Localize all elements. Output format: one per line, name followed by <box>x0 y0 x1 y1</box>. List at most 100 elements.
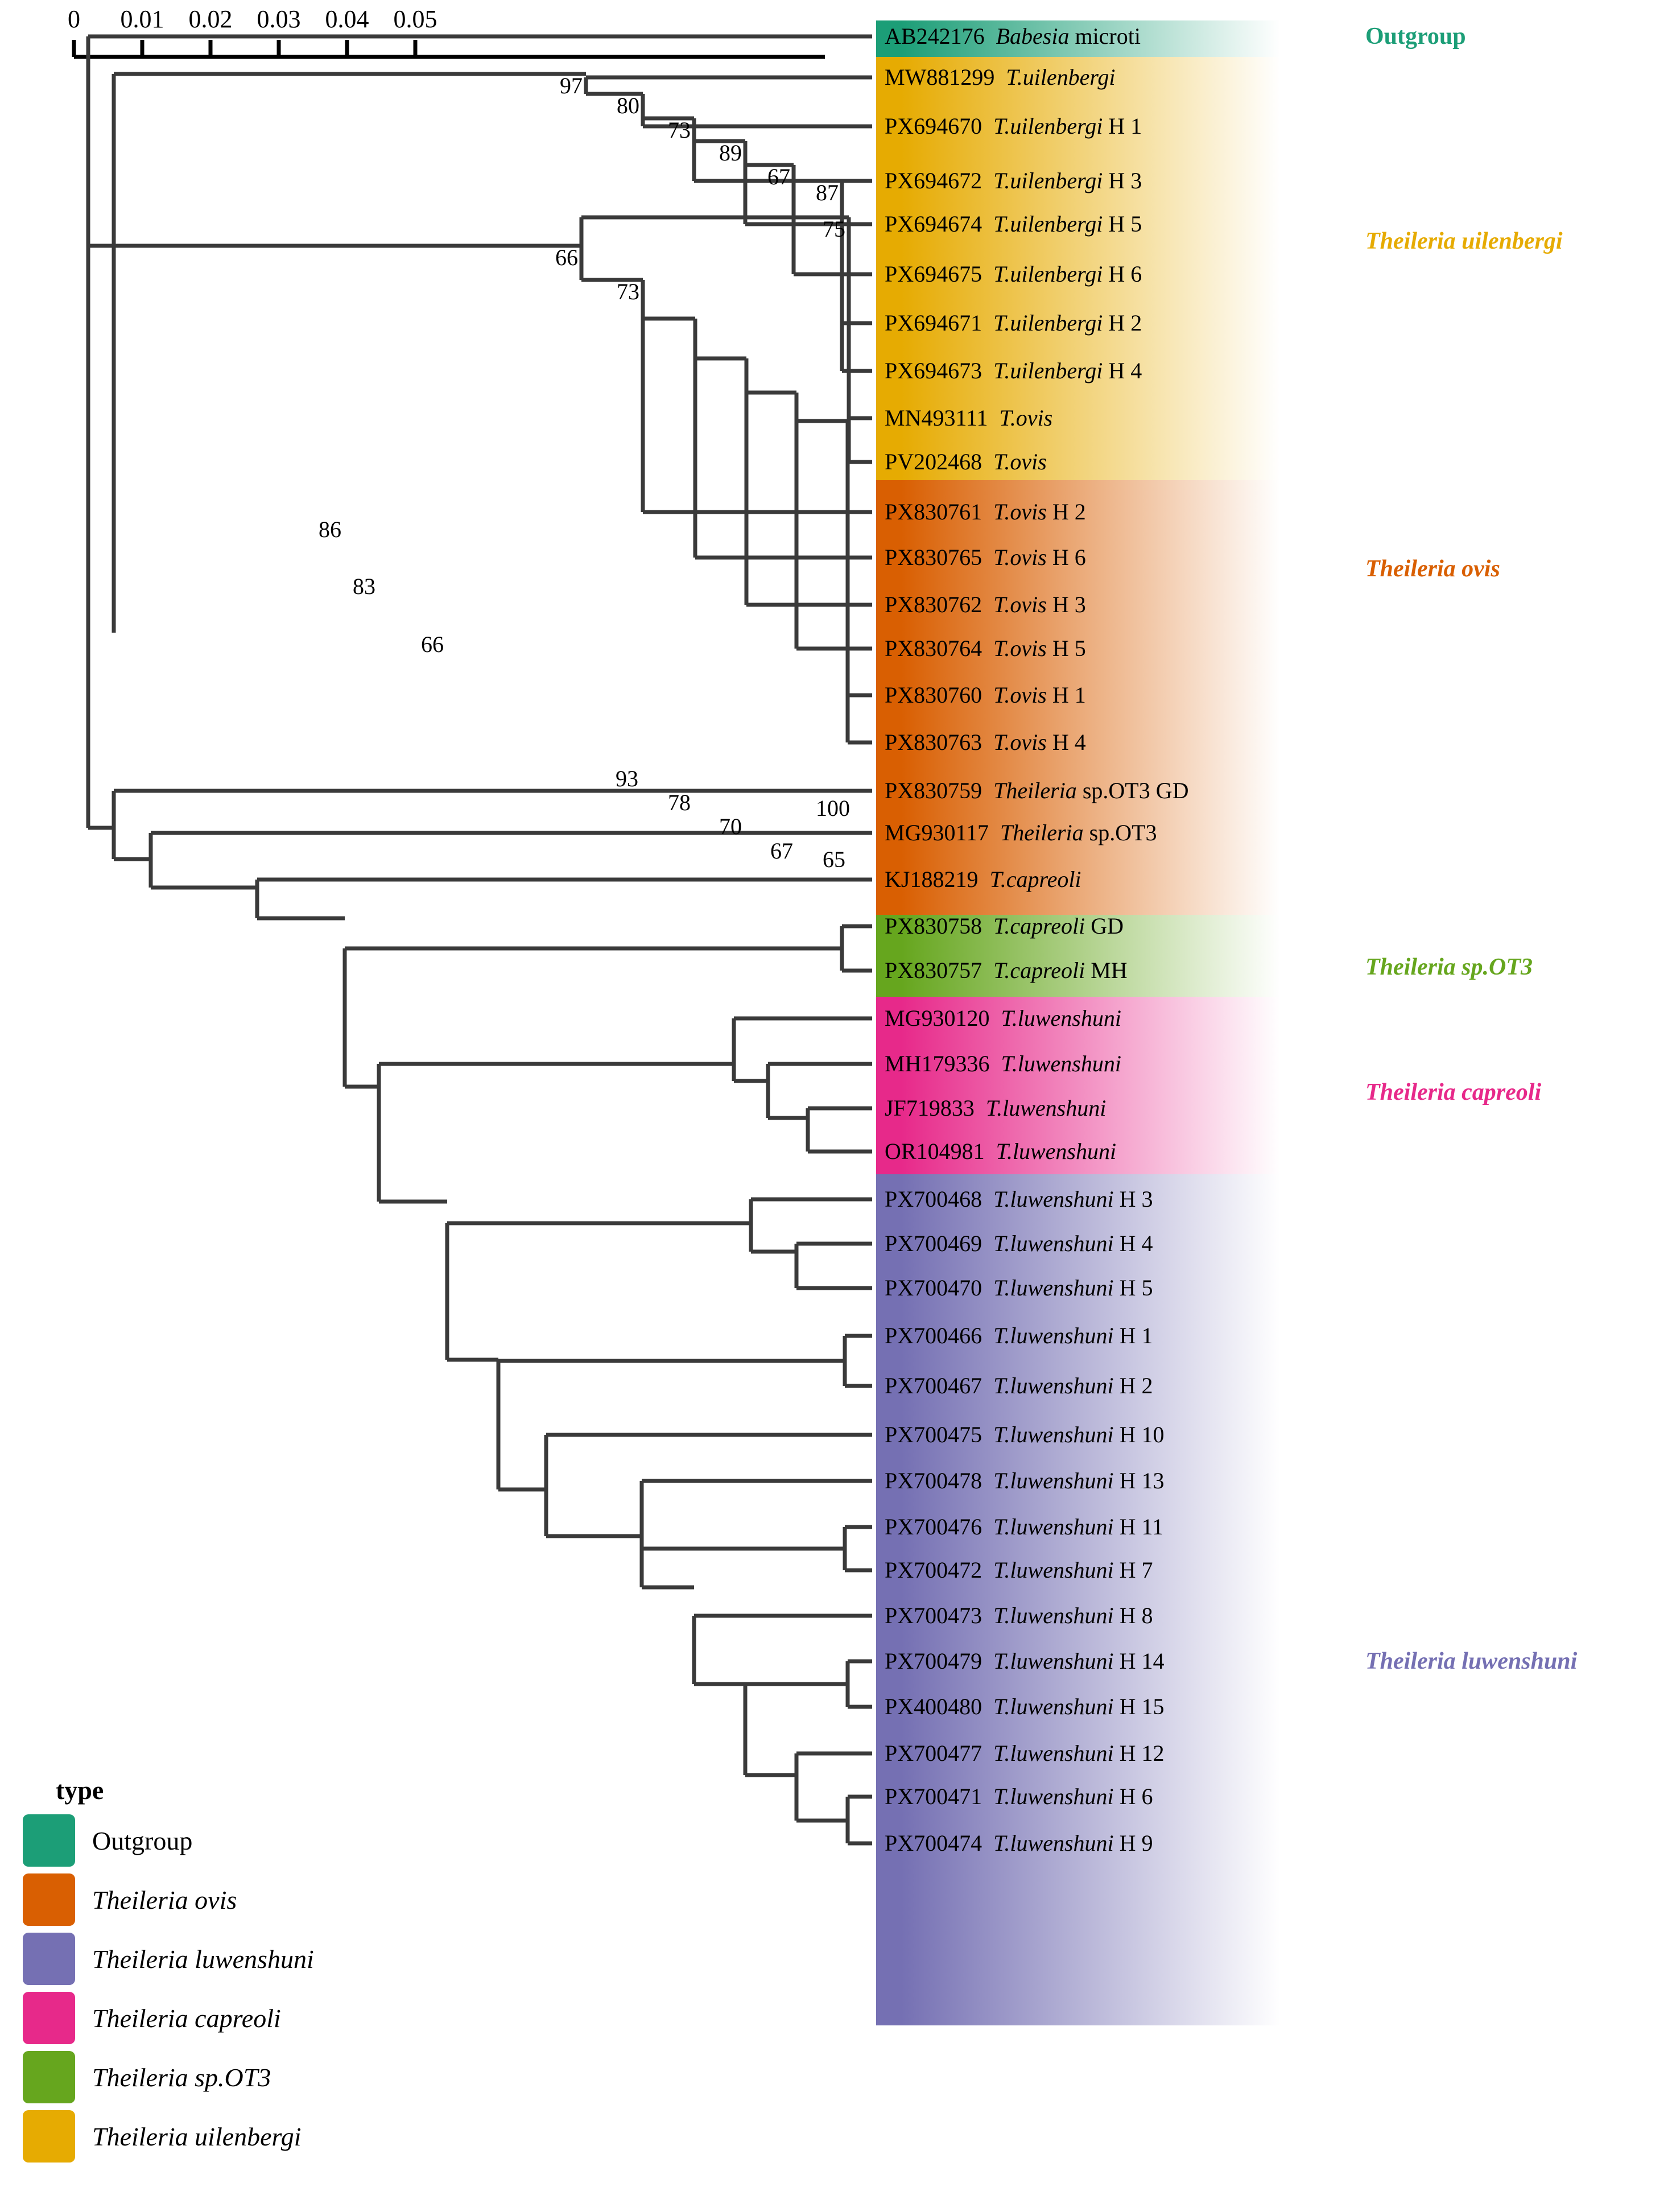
tip-accession: PX830757 <box>885 958 994 983</box>
tip-accession: PX694670 <box>885 113 994 139</box>
tip-accession: PX830762 <box>885 592 994 617</box>
tip-species: T.luwenshuni <box>993 1186 1114 1212</box>
tip-species: T.luwenshuni <box>993 1373 1114 1398</box>
bootstrap-value: 100 <box>816 795 850 821</box>
legend-title: type <box>56 1776 104 1805</box>
tip-accession: MH179336 <box>885 1051 1001 1076</box>
tip-label: PX700469 T.luwenshuni H 4 <box>885 1232 1153 1255</box>
tip-haplotype: GD <box>1085 913 1124 939</box>
legend-item[interactable]: Outgroup <box>23 1811 314 1870</box>
tip-haplotype: H 5 <box>1046 635 1086 661</box>
tip-label: MN493111 T.ovis <box>885 407 1052 430</box>
tip-label: KJ188219 T.capreoli <box>885 868 1081 891</box>
tip-accession: PX700479 <box>885 1648 994 1674</box>
tip-accession: PX700469 <box>885 1231 994 1256</box>
tip-label: PX694675 T.uilenbergi H 6 <box>885 263 1142 286</box>
tip-haplotype: H 5 <box>1103 211 1142 237</box>
tip-label: PX694674 T.uilenbergi H 5 <box>885 213 1142 236</box>
tree-branches <box>86 34 872 1846</box>
tip-accession: PX700472 <box>885 1557 994 1583</box>
tip-accession: PX700468 <box>885 1186 994 1212</box>
tip-label: PX700475 T.luwenshuni H 10 <box>885 1423 1165 1446</box>
legend-swatch <box>23 1933 75 1985</box>
legend: type Outgroup Theileria ovis Theileria luw… <box>23 1775 314 2166</box>
tip-haplotype: H 2 <box>1103 310 1142 336</box>
legend-item[interactable]: Theileria sp.OT3 <box>23 2048 314 2107</box>
legend-item[interactable]: Theileria capreoli <box>23 1988 314 2048</box>
tip-species: T.uilenbergi <box>993 358 1103 383</box>
tip-haplotype: H 2 <box>1046 499 1086 525</box>
tip-accession: PX830759 <box>885 778 994 803</box>
tip-species: T.uilenbergi <box>993 113 1103 139</box>
clade-band <box>876 915 1297 997</box>
tip-haplotype: H 3 <box>1113 1186 1153 1212</box>
legend-item-label: Theileria sp.OT3 <box>92 2062 271 2092</box>
tip-label: PX700468 T.luwenshuni H 3 <box>885 1188 1153 1211</box>
tip-species: T.luwenshuni <box>993 1830 1114 1856</box>
tip-label: PX700471 T.luwenshuni H 6 <box>885 1785 1153 1808</box>
bootstrap-value: 67 <box>767 164 790 189</box>
tip-species: T.luwenshuni <box>993 1557 1114 1583</box>
tip-haplotype: H 1 <box>1103 113 1142 139</box>
legend-item[interactable]: Theileria ovis <box>23 1870 314 1929</box>
tip-accession: MN493111 <box>885 405 1000 431</box>
bootstrap-value: 86 <box>319 517 341 542</box>
tip-species: T.ovis <box>993 682 1047 708</box>
tip-accession: PX830761 <box>885 499 994 525</box>
legend-item-label: Theileria uilenbergi <box>92 2122 302 2151</box>
tip-label: MG930120 T.luwenshuni <box>885 1007 1121 1030</box>
legend-item[interactable]: Theileria luwenshuni <box>23 1929 314 1988</box>
tip-species: T.luwenshuni <box>993 1694 1114 1719</box>
tip-haplotype: H 3 <box>1046 592 1086 617</box>
tip-label: PX830761 T.ovis H 2 <box>885 501 1086 523</box>
tip-label: PX700477 T.luwenshuni H 12 <box>885 1742 1165 1765</box>
tip-species: T.capreoli <box>993 913 1085 939</box>
axis-tick-label: 0.03 <box>257 5 301 33</box>
tip-accession: PX700467 <box>885 1373 994 1398</box>
tip-haplotype: H 8 <box>1113 1603 1153 1628</box>
tip-accession: MW881299 <box>885 64 1006 90</box>
tip-accession: PX700477 <box>885 1740 994 1766</box>
tip-label: JF719833 T.luwenshuni <box>885 1097 1106 1120</box>
tip-label: PX694673 T.uilenbergi H 4 <box>885 360 1142 382</box>
tip-species: T.luwenshuni <box>993 1323 1114 1348</box>
tip-species: T.luwenshuni <box>993 1468 1114 1493</box>
tip-accession: PX700478 <box>885 1468 994 1493</box>
tip-haplotype: H 11 <box>1113 1514 1164 1540</box>
tip-species: Babesia <box>996 23 1070 49</box>
tip-haplotype: H 4 <box>1103 358 1142 383</box>
tip-species: T.ovis <box>993 544 1047 570</box>
tip-label: PX700473 T.luwenshuni H 8 <box>885 1604 1153 1627</box>
tip-haplotype: MH <box>1085 958 1128 983</box>
tip-species: T.capreoli <box>989 866 1081 892</box>
bootstrap-value: 65 <box>823 847 845 872</box>
scale-axis <box>72 40 825 59</box>
tip-species: T.luwenshuni <box>996 1138 1117 1164</box>
tip-accession: PX700470 <box>885 1275 994 1301</box>
tip-haplotype: H 13 <box>1113 1468 1165 1493</box>
tip-species-suffix: microti <box>1069 23 1141 49</box>
tip-accession: PX700476 <box>885 1514 994 1540</box>
tip-accession: PX830758 <box>885 913 994 939</box>
clade-label: Outgroup <box>1365 23 1466 49</box>
tip-haplotype: H 10 <box>1113 1422 1165 1447</box>
tip-haplotype: H 7 <box>1113 1557 1153 1583</box>
tip-label: PX700474 T.luwenshuni H 9 <box>885 1832 1153 1855</box>
bootstrap-value: 93 <box>616 766 638 791</box>
legend-swatch <box>23 1814 75 1867</box>
tip-label: PX700478 T.luwenshuni H 13 <box>885 1470 1165 1492</box>
axis-tick-label: 0.01 <box>120 5 164 33</box>
tip-species: T.ovis <box>993 729 1047 755</box>
tip-species: T.luwenshuni <box>1001 1005 1121 1031</box>
tip-accession: OR104981 <box>885 1138 996 1164</box>
tip-haplotype: H 5 <box>1113 1275 1153 1301</box>
legend-item[interactable]: Theileria uilenbergi <box>23 2107 314 2166</box>
tip-species: T.luwenshuni <box>993 1603 1114 1628</box>
tip-species: Theileria <box>1000 820 1084 845</box>
tip-species: T.luwenshuni <box>993 1784 1114 1809</box>
tip-accession: PX830763 <box>885 729 994 755</box>
tip-accession: PX700475 <box>885 1422 994 1447</box>
tip-species: T.ovis <box>993 499 1047 525</box>
legend-swatch <box>23 1992 75 2044</box>
tip-haplotype: H 3 <box>1103 168 1142 193</box>
